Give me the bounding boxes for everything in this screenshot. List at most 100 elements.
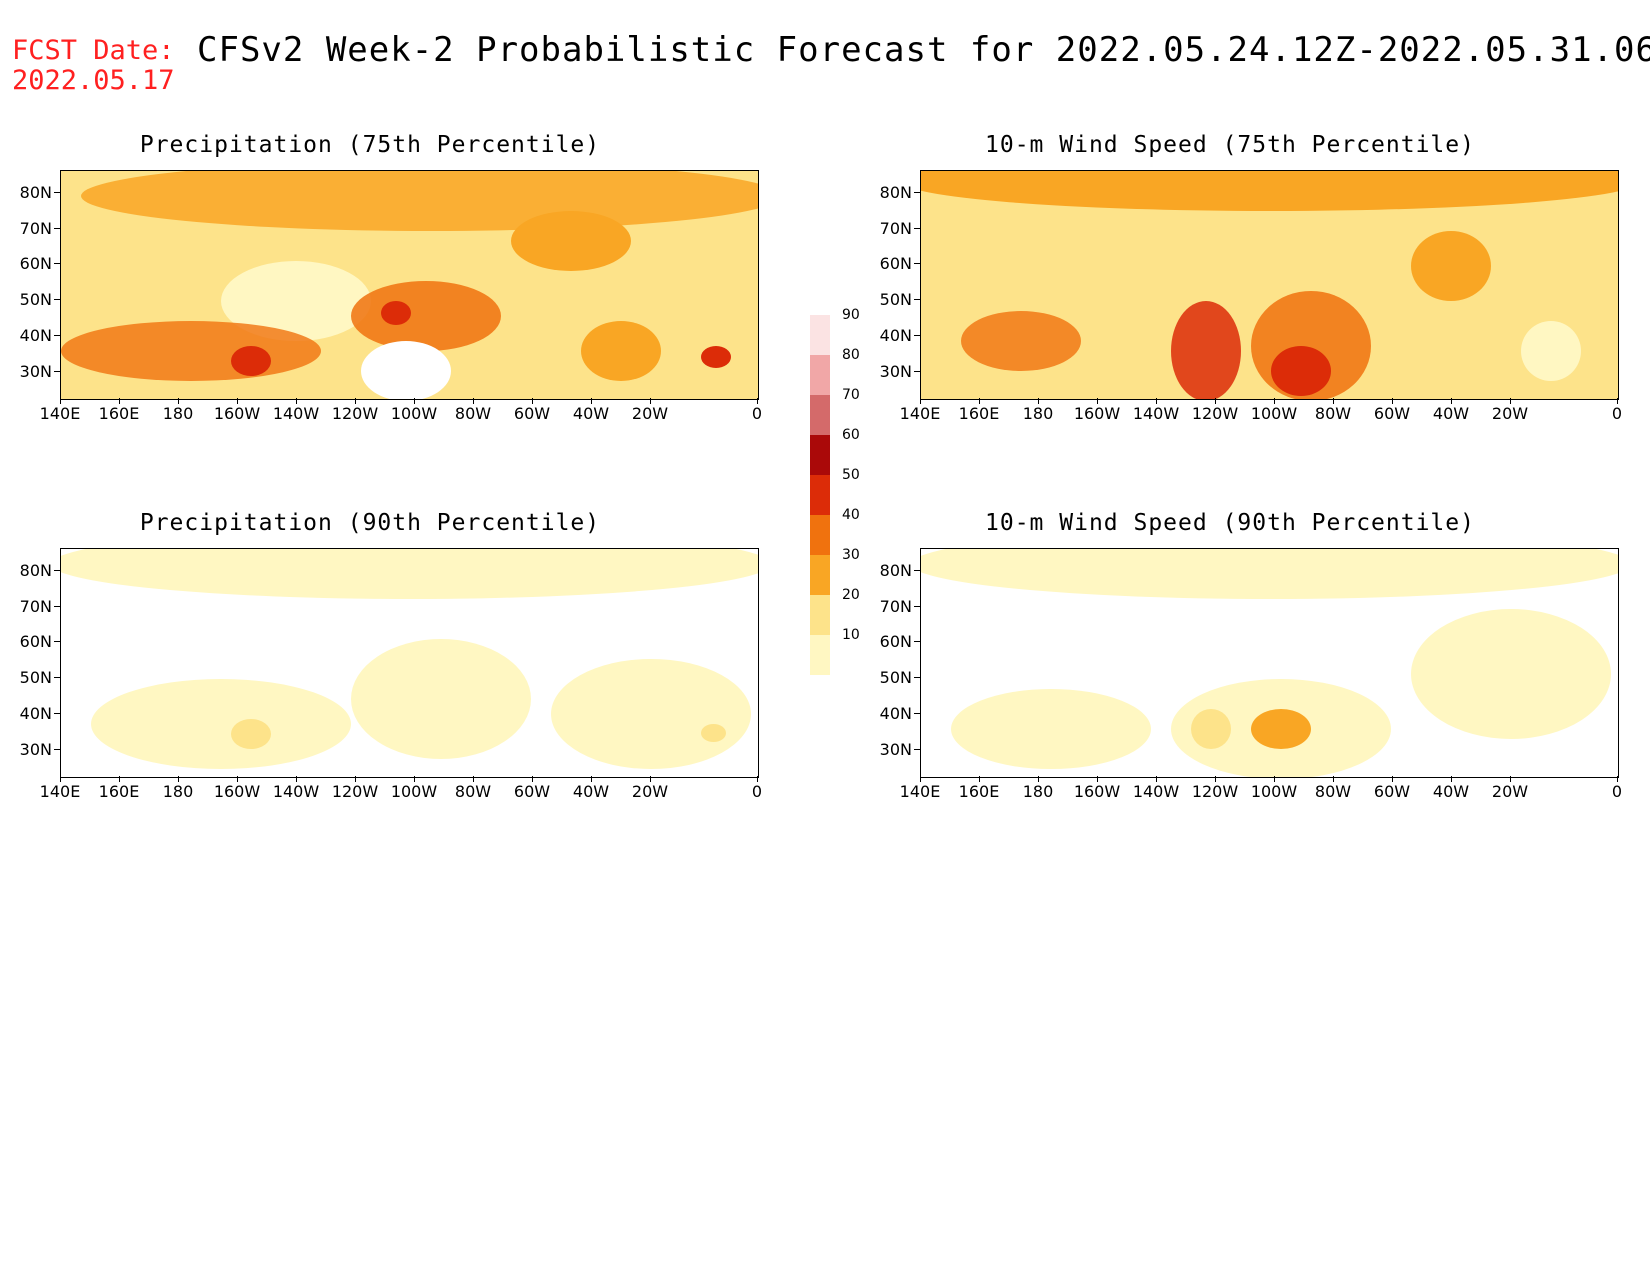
latitude-label: 50N [879,290,912,309]
map-area [920,170,1619,400]
longitude-tick [650,398,651,404]
latitude-label: 30N [19,740,52,759]
latitude-tick [914,228,920,229]
latitude-tick [54,570,60,571]
latitude-label: 40N [19,704,52,723]
longitude-label: 180 [1022,782,1054,801]
longitude-tick [473,398,474,404]
longitude-label: 100W [390,404,438,423]
latitude-label: 70N [19,597,52,616]
longitude-label: 100W [1250,404,1298,423]
latitude-label: 60N [879,632,912,651]
longitude-label: 120W [331,782,379,801]
color-legend: 10 20 30 40 50 60 70 80 90 [810,275,890,685]
longitude-label: 20W [1491,782,1529,801]
longitude-label: 160E [98,782,140,801]
legend-level-label: 10 [842,627,860,643]
longitude-label: 160W [213,782,261,801]
longitude-label: 180 [1022,404,1054,423]
longitude-tick [119,398,120,404]
latitude-label: 30N [879,740,912,759]
longitude-label: 40W [572,782,610,801]
longitude-label: 80W [1314,404,1352,423]
latitude-label: 50N [19,668,52,687]
legend-color-box [810,555,830,595]
longitude-tick [1510,776,1511,782]
panel-title: Precipitation (90th Percentile) [139,510,601,536]
latitude-label: 30N [879,362,912,381]
legend-level-label: 80 [842,347,860,363]
longitude-tick [1274,776,1275,782]
latitude-tick [54,299,60,300]
longitude-tick [178,398,179,404]
longitude-tick [1392,398,1393,404]
longitude-tick [60,776,61,782]
latitude-tick [914,263,920,264]
legend-level-label: 50 [842,467,860,483]
longitude-label: 120W [1191,782,1239,801]
longitude-tick [1038,776,1039,782]
longitude-label: 80W [1314,782,1352,801]
latitude-tick [914,606,920,607]
legend-color-box [810,355,830,395]
longitude-label: 100W [390,782,438,801]
longitude-label: 140W [1132,782,1180,801]
map-area [60,548,759,778]
panel-wind-90: 10-m Wind Speed (90th Percentile) 80N 70N… [860,510,1622,801]
latitude-label: 80N [879,183,912,202]
longitude-label: 20W [1491,404,1529,423]
panel-wind-75: 10-m Wind Speed (75th Percentile) 80N 70N… [860,132,1622,423]
fcst-label: FCST Date: [12,35,175,66]
longitude-label: 140E [39,404,81,423]
latitude-tick [54,228,60,229]
longitude-label: 40W [1432,404,1470,423]
longitude-label: 80W [454,404,492,423]
longitude-tick [1333,776,1334,782]
longitude-tick [237,398,238,404]
longitude-label: 160W [213,404,261,423]
longitude-label: 20W [631,782,669,801]
latitude-label: 70N [879,219,912,238]
latitude-tick [914,641,920,642]
legend-color-box [810,315,830,355]
longitude-tick [532,398,533,404]
latitude-tick [914,677,920,678]
latitude-tick [914,192,920,193]
longitude-tick [920,398,921,404]
latitude-tick [54,263,60,264]
legend-color-box [810,435,830,475]
longitude-tick [119,776,120,782]
longitude-tick [757,776,758,782]
latitude-label: 50N [879,668,912,687]
latitude-label: 40N [879,704,912,723]
latitude-label: 80N [19,183,52,202]
legend-color-box [810,395,830,435]
longitude-tick [178,776,179,782]
longitude-label: 0 [751,404,763,423]
latitude-tick [914,713,920,714]
legend-level-label: 40 [842,507,860,523]
latitude-tick [914,749,920,750]
longitude-tick [591,776,592,782]
longitude-label: 140E [899,782,941,801]
latitude-label: 70N [19,219,52,238]
latitude-tick [54,335,60,336]
latitude-tick [54,371,60,372]
longitude-tick [237,776,238,782]
longitude-tick [60,398,61,404]
longitude-tick [1156,398,1157,404]
longitude-tick [1392,776,1393,782]
longitude-tick [355,776,356,782]
longitude-tick [1215,776,1216,782]
longitude-label: 100W [1250,782,1298,801]
longitude-label: 180 [162,782,194,801]
longitude-label: 60W [513,404,551,423]
longitude-tick [414,398,415,404]
legend-color-box [810,635,830,675]
longitude-tick [1451,398,1452,404]
longitude-label: 40W [572,404,610,423]
longitude-tick [1038,398,1039,404]
longitude-tick [1617,398,1618,404]
longitude-label: 80W [454,782,492,801]
longitude-tick [1451,776,1452,782]
